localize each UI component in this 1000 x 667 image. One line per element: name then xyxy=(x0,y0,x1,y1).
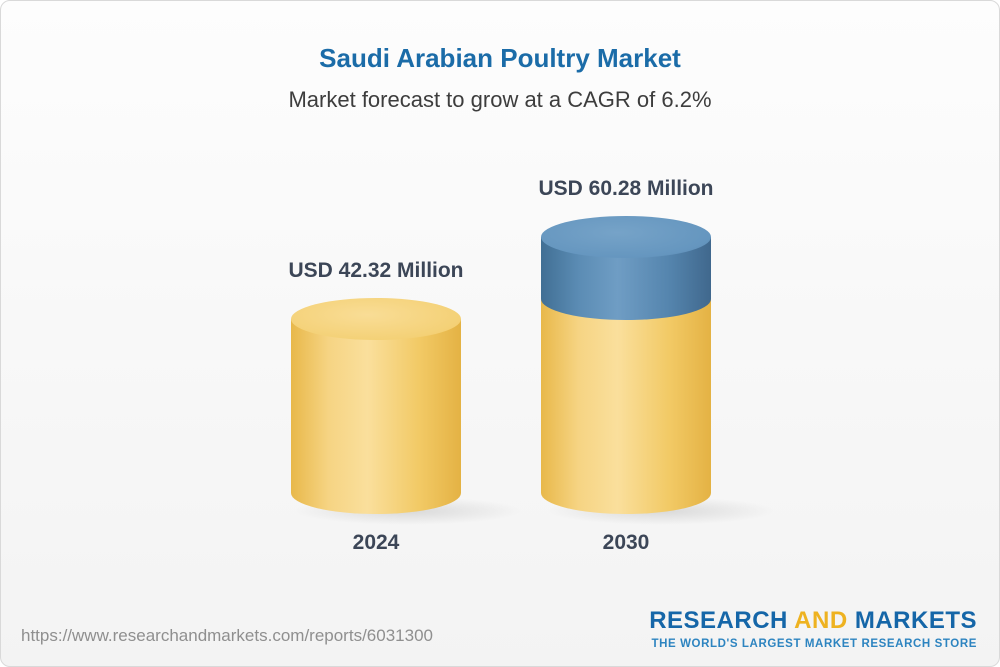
report-url: https://www.researchandmarkets.com/repor… xyxy=(21,626,433,645)
value-label-2024: USD 42.32 Million xyxy=(288,259,464,282)
cylinder-2024 xyxy=(291,298,461,514)
chart-subtitle: Market forecast to grow at a CAGR of 6.2… xyxy=(288,87,712,112)
value-label-2030: USD 60.28 Million xyxy=(538,177,714,200)
cylinder-top-cap-2024 xyxy=(291,298,461,340)
year-label-2024: 2024 xyxy=(352,531,400,554)
logo: RESEARCH AND MARKETS THE WORLD'S LARGEST… xyxy=(649,607,977,650)
logo-word-and: AND xyxy=(794,607,848,634)
logo-word-research: RESEARCH xyxy=(649,607,788,634)
logo-word-markets: MARKETS xyxy=(854,607,977,634)
cylinder-top-cap-2030 xyxy=(541,216,711,258)
cylinder-2030 xyxy=(541,216,711,514)
chart-title: Saudi Arabian Poultry Market xyxy=(319,43,681,73)
bar-group-2024: USD 42.32 Million 2024 xyxy=(256,258,496,556)
cylinder-body-2024 xyxy=(291,319,461,514)
logo-wordmark: RESEARCH AND MARKETS xyxy=(649,607,977,635)
logo-tagline: THE WORLD'S LARGEST MARKET RESEARCH STOR… xyxy=(651,638,977,650)
year-label-2030: 2030 xyxy=(602,531,650,554)
bar-group-2030: USD 60.28 Million 2030 xyxy=(506,176,746,556)
